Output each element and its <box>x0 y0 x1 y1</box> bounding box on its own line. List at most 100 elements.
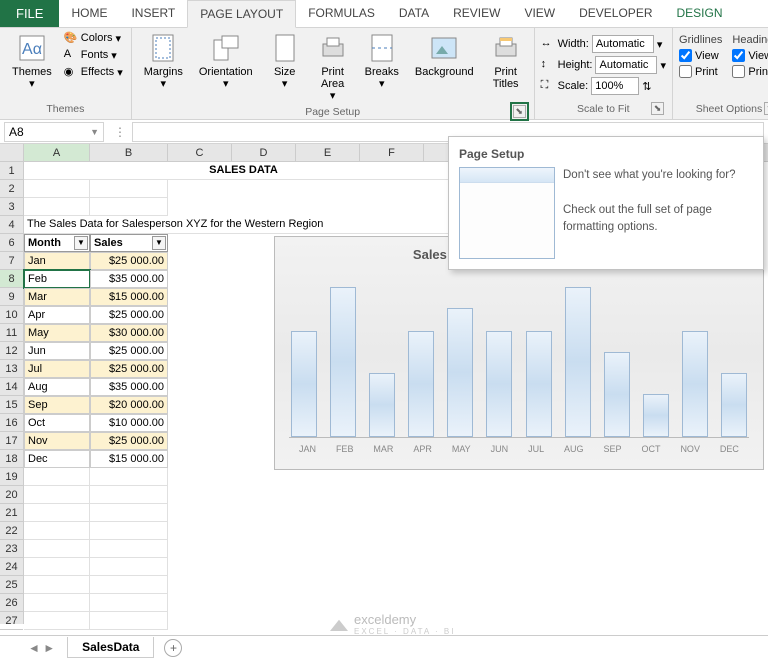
chart-bar[interactable] <box>604 352 630 438</box>
sales-cell[interactable]: $25 000.00 <box>90 360 168 378</box>
row-header-11[interactable]: 11 <box>0 324 23 342</box>
cell[interactable] <box>24 180 90 198</box>
breaks-button[interactable]: Breaks▾ <box>359 30 405 92</box>
gridlines-print-checkbox[interactable]: Print <box>679 64 722 79</box>
row-header-4[interactable]: 4 <box>0 216 23 234</box>
sales-cell[interactable]: $35 000.00 <box>90 378 168 396</box>
sales-cell[interactable]: $30 000.00 <box>90 324 168 342</box>
row-header-17[interactable]: 17 <box>0 432 23 450</box>
col-header-E[interactable]: E <box>296 144 360 161</box>
sheet-tab-salesdata[interactable]: SalesData <box>67 637 154 658</box>
tab-data[interactable]: DATA <box>387 0 441 27</box>
sales-header[interactable]: Sales▼ <box>90 234 168 252</box>
col-header-D[interactable]: D <box>232 144 296 161</box>
row-header-16[interactable]: 16 <box>0 414 23 432</box>
chart-bar[interactable] <box>643 394 669 438</box>
row-header-1[interactable]: 1 <box>0 162 23 180</box>
gridlines-view-checkbox[interactable]: View <box>679 48 722 63</box>
row-header-22[interactable]: 22 <box>0 522 23 540</box>
print-area-button[interactable]: Print Area▾ <box>311 30 355 104</box>
row-header-20[interactable]: 20 <box>0 486 23 504</box>
fonts-button[interactable]: AFonts ▾ <box>62 47 125 63</box>
tab-developer[interactable]: DEVELOPER <box>567 0 664 27</box>
month-cell[interactable]: Apr <box>24 306 90 324</box>
tab-page-layout[interactable]: PAGE LAYOUT <box>187 0 296 28</box>
row-header-24[interactable]: 24 <box>0 558 23 576</box>
tab-formulas[interactable]: FORMULAS <box>296 0 387 27</box>
chart-bar[interactable] <box>682 331 708 438</box>
row-header-8[interactable]: 8 <box>0 270 23 288</box>
row-header-15[interactable]: 15 <box>0 396 23 414</box>
sales-filter-icon[interactable]: ▼ <box>152 236 166 250</box>
name-box[interactable]: A8▼ <box>4 122 104 142</box>
chart-bar[interactable] <box>721 373 747 438</box>
row-header-10[interactable]: 10 <box>0 306 23 324</box>
month-filter-icon[interactable]: ▼ <box>74 236 88 250</box>
month-cell[interactable]: Aug <box>24 378 90 396</box>
row-header-14[interactable]: 14 <box>0 378 23 396</box>
sales-cell[interactable]: $25 000.00 <box>90 432 168 450</box>
sales-cell[interactable]: $20 000.00 <box>90 396 168 414</box>
row-header-19[interactable]: 19 <box>0 468 23 486</box>
scale-input[interactable] <box>591 77 639 95</box>
row-header-7[interactable]: 7 <box>0 252 23 270</box>
sheet-nav[interactable]: ◄ ► <box>28 641 55 655</box>
chart-bar[interactable] <box>408 331 434 438</box>
page-setup-dialog-launcher[interactable]: ⬊ <box>513 105 526 118</box>
file-tab[interactable]: FILE <box>0 0 59 27</box>
title-cell[interactable]: SALES DATA <box>24 162 464 180</box>
row-header-21[interactable]: 21 <box>0 504 23 522</box>
scale-dialog-launcher[interactable]: ⬊ <box>651 102 664 115</box>
month-cell[interactable]: Sep <box>24 396 90 414</box>
sales-cell[interactable]: $25 000.00 <box>90 252 168 270</box>
chart-bar[interactable] <box>565 287 591 437</box>
headings-view-checkbox[interactable]: View <box>732 48 768 63</box>
themes-button[interactable]: Aα Themes▾ <box>6 30 58 92</box>
month-cell[interactable]: Jun <box>24 342 90 360</box>
row-header-27[interactable]: 27 <box>0 612 23 630</box>
row-header-18[interactable]: 18 <box>0 450 23 468</box>
sales-cell[interactable]: $15 000.00 <box>90 288 168 306</box>
row-header-12[interactable]: 12 <box>0 342 23 360</box>
chart-bar[interactable] <box>486 331 512 438</box>
month-cell[interactable]: Jan <box>24 252 90 270</box>
chart-bar[interactable] <box>330 287 356 437</box>
add-sheet-button[interactable]: + <box>164 639 182 657</box>
sales-cell[interactable]: $25 000.00 <box>90 342 168 360</box>
month-header[interactable]: Month▼ <box>24 234 90 252</box>
height-input[interactable] <box>595 56 657 74</box>
sales-cell[interactable]: $35 000.00 <box>90 270 168 288</box>
month-cell[interactable]: Nov <box>24 432 90 450</box>
sales-cell[interactable]: $10 000.00 <box>90 414 168 432</box>
tab-insert[interactable]: INSERT <box>119 0 187 27</box>
row-header-2[interactable]: 2 <box>0 180 23 198</box>
subtitle-cell[interactable]: The Sales Data for Salesperson XYZ for t… <box>24 216 464 234</box>
row-header-13[interactable]: 13 <box>0 360 23 378</box>
row-header-9[interactable]: 9 <box>0 288 23 306</box>
headings-print-checkbox[interactable]: Print <box>732 64 768 79</box>
size-button[interactable]: Size▾ <box>263 30 307 92</box>
chart-bar[interactable] <box>291 331 317 438</box>
margins-button[interactable]: Margins▾ <box>138 30 189 92</box>
month-cell[interactable]: Dec <box>24 450 90 468</box>
col-header-A[interactable]: A <box>24 144 90 161</box>
row-header-26[interactable]: 26 <box>0 594 23 612</box>
sheet-options-dialog-launcher[interactable]: ⬊ <box>764 102 768 115</box>
col-header-B[interactable]: B <box>90 144 168 161</box>
sales-cell[interactable]: $25 000.00 <box>90 306 168 324</box>
month-cell[interactable]: Mar <box>24 288 90 306</box>
tab-design[interactable]: DESIGN <box>664 0 734 27</box>
row-header-23[interactable]: 23 <box>0 540 23 558</box>
orientation-button[interactable]: Orientation▾ <box>193 30 259 92</box>
sales-cell[interactable]: $15 000.00 <box>90 450 168 468</box>
background-button[interactable]: Background <box>409 30 480 80</box>
embedded-chart[interactable]: Sales Data for the Western Region JANFEB… <box>274 236 764 470</box>
month-cell[interactable]: Feb <box>24 270 90 288</box>
month-cell[interactable]: Jul <box>24 360 90 378</box>
col-header-F[interactable]: F <box>360 144 424 161</box>
tab-home[interactable]: HOME <box>59 0 119 27</box>
colors-button[interactable]: 🎨Colors ▾ <box>62 30 125 46</box>
chart-bar[interactable] <box>447 308 473 437</box>
row-header-6[interactable]: 6 <box>0 234 23 252</box>
chart-bar[interactable] <box>369 373 395 438</box>
